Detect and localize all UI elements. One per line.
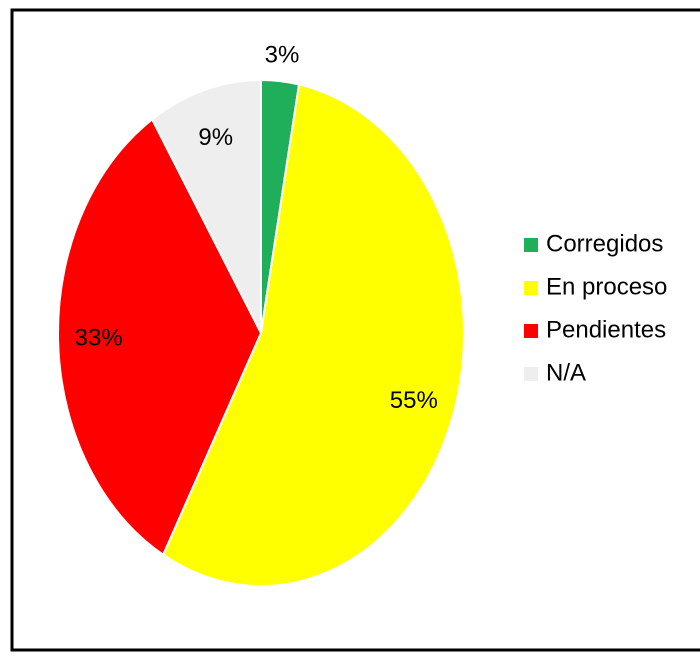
pie-slice [161, 83, 465, 587]
slice-label: 33% [75, 325, 123, 352]
legend-label: Corregidos [546, 230, 663, 257]
pie-slice [150, 78, 262, 334]
legend-swatch [524, 238, 538, 252]
legend-label: En proceso [546, 273, 667, 300]
legend-swatch [524, 367, 538, 381]
legend-label: N/A [546, 359, 586, 386]
slice-label: 9% [198, 124, 233, 151]
slice-label: 3% [265, 41, 300, 68]
legend-swatch [524, 324, 538, 338]
legend-swatch [524, 281, 538, 295]
legend-label: Pendientes [546, 316, 666, 343]
pie-slice [57, 117, 263, 557]
slice-label: 55% [390, 387, 438, 414]
